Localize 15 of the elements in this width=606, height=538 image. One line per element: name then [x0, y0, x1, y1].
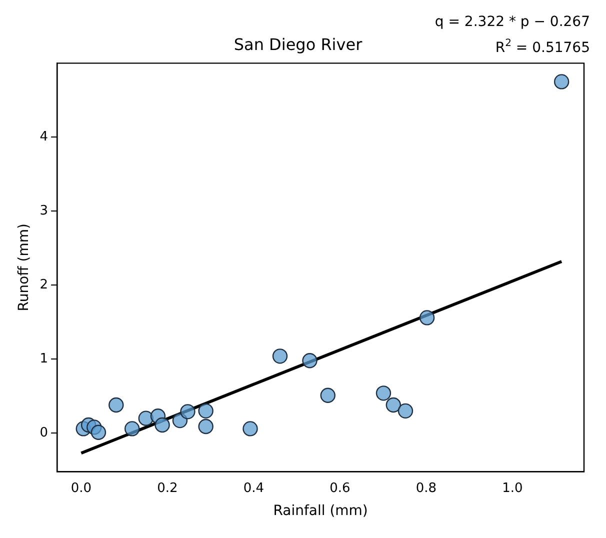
text: q = 2.322 * p − 0.267 [434, 14, 590, 30]
y-tick-label: 3 [40, 204, 48, 219]
x-tick-label: 0.6 [330, 480, 350, 496]
x-tick-label: 0.2 [157, 480, 178, 496]
y-tick-label: 4 [40, 130, 48, 145]
x-tick-label: 1.0 [502, 480, 523, 496]
x-tick-label: 0.0 [70, 480, 92, 496]
y-axis-title: Runoff (mm) [16, 224, 32, 312]
chart-title: San Diego River [234, 34, 363, 54]
x-axis-title: Rainfall (mm) [273, 503, 368, 520]
y-tick-label: 1 [40, 352, 48, 367]
x-tick-label: 0.8 [416, 480, 437, 496]
y-tick-label: 2 [40, 278, 48, 293]
y-tick-label: 0 [40, 426, 48, 441]
x-tick-label: 0.4 [243, 480, 264, 496]
